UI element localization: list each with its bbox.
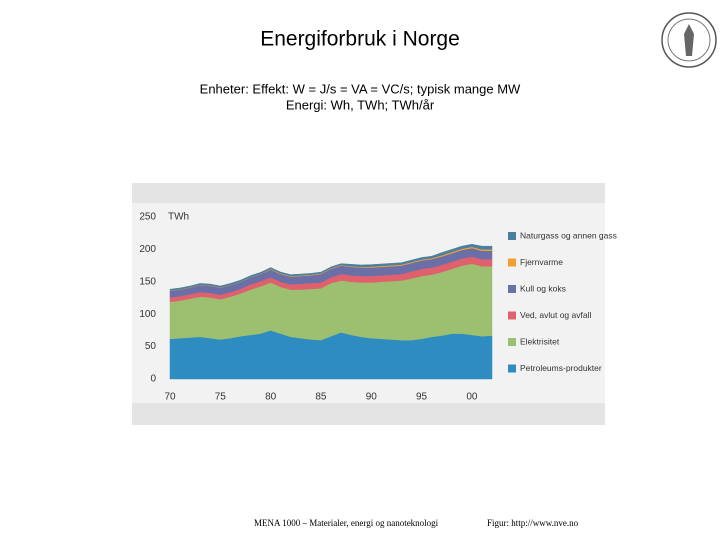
subtitle: Energi: Wh, TWh; TWh/år [286,97,435,112]
legend-swatch [508,285,516,293]
legend-label: Elektrisitet [520,336,560,346]
legend-label: Petroleums-produkter [520,363,602,373]
y-tick-label: 250 [139,212,156,223]
legend-label: Naturgass og annen gass [520,230,617,240]
subtitle: Enheter: Effekt: W = J/s = VA = VC/s; ty… [200,81,521,96]
y-tick-label: 0 [150,374,156,385]
legend-label: Fjernvarme [520,257,563,267]
x-tick-label: 85 [315,392,327,403]
legend-label: Kull og koks [520,283,566,293]
y-tick-label: 200 [139,244,156,255]
legend-swatch [508,338,516,346]
y-tick-label: 50 [145,341,157,352]
area [169,243,493,291]
chart: 0 50 100 150 200 250 TWh 70 75 80 85 90 95 00 Petroleu… [139,212,617,403]
legend-swatch [508,311,516,320]
y-unit: TWh [168,212,189,223]
slide-title: Energiforbruk i Norge [260,28,460,51]
x-tick-label: 90 [366,392,378,403]
legend-swatch [508,258,516,267]
y-tick-label: 100 [139,309,156,320]
y-tick-label: 150 [139,276,156,287]
legend-label: Ved, avlut og avfall [520,310,591,320]
x-tick-label: 95 [416,392,428,403]
x-tick-label: 70 [164,392,176,403]
x-tick-label: 80 [265,392,277,403]
x-tick-label: 00 [466,392,478,403]
x-tick-label: 75 [215,392,227,403]
logo [661,12,717,68]
footer: Figur: http://www.nve.no [487,518,579,528]
legend-swatch [508,364,516,373]
legend-swatch [508,232,516,240]
footer: MENA 1000 – Materialer, energi og nanote… [254,518,439,528]
